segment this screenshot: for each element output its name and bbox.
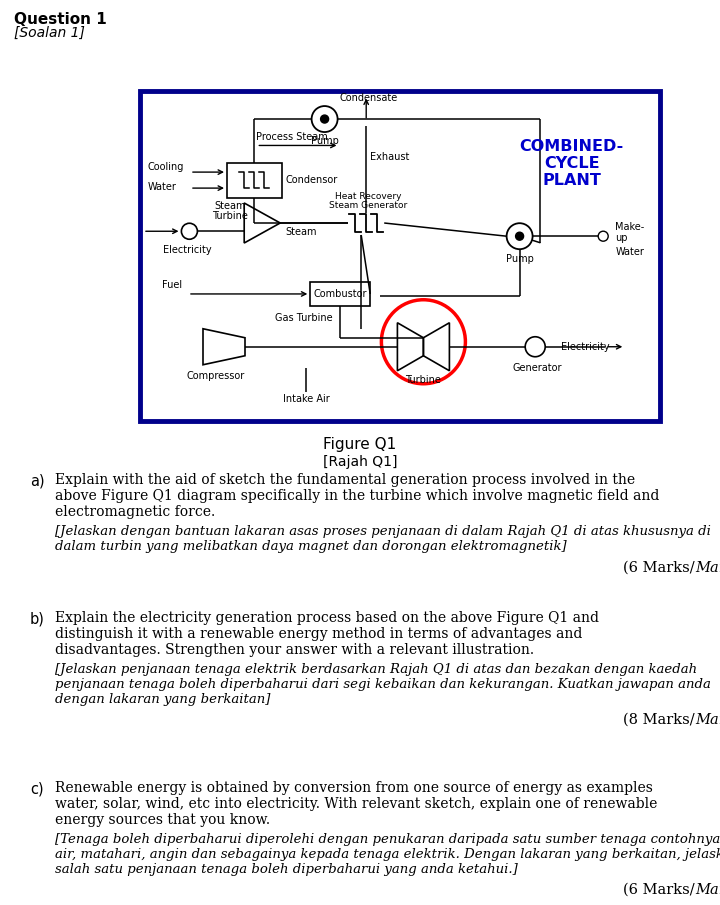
Text: Water: Water <box>148 182 177 192</box>
Text: Intake Air: Intake Air <box>283 394 330 404</box>
Text: Steam Generator: Steam Generator <box>329 201 408 210</box>
Text: Figure Q1: Figure Q1 <box>323 437 397 452</box>
Text: Explain with the aid of sketch the fundamental generation process involved in th: Explain with the aid of sketch the funda… <box>55 473 660 519</box>
Text: Turbine: Turbine <box>212 211 248 221</box>
Text: [Soalan 1]: [Soalan 1] <box>14 26 85 40</box>
Text: (6 Marks/: (6 Marks/ <box>624 561 695 575</box>
Text: Markah): Markah) <box>695 713 720 727</box>
Text: a): a) <box>30 473 45 488</box>
Text: Exhaust: Exhaust <box>370 152 410 162</box>
Text: Combustor: Combustor <box>313 289 367 299</box>
Text: b): b) <box>30 611 45 626</box>
Text: c): c) <box>30 781 44 796</box>
Circle shape <box>320 115 328 123</box>
Bar <box>310 282 370 306</box>
Text: COMBINED-
CYCLE
PLANT: COMBINED- CYCLE PLANT <box>519 138 624 188</box>
Bar <box>140 91 660 421</box>
Circle shape <box>312 106 338 132</box>
Text: [Rajah Q1]: [Rajah Q1] <box>323 455 397 469</box>
Text: Heat Recovery: Heat Recovery <box>335 192 402 201</box>
Text: Process Steam: Process Steam <box>256 132 328 142</box>
Text: Question 1: Question 1 <box>14 12 107 27</box>
Text: Electricity: Electricity <box>561 342 610 352</box>
Text: Gas Turbine: Gas Turbine <box>275 313 333 323</box>
Text: Pump: Pump <box>505 254 534 264</box>
Circle shape <box>525 337 545 357</box>
Text: Water: Water <box>615 247 644 257</box>
Text: Steam: Steam <box>285 227 317 237</box>
Text: Make-: Make- <box>615 223 644 233</box>
Text: Fuel: Fuel <box>162 280 182 290</box>
Text: [Jelaskan dengan bantuan lakaran asas proses penjanaan di dalam Rajah Q1 di atas: [Jelaskan dengan bantuan lakaran asas pr… <box>55 525 711 553</box>
Text: Cooling: Cooling <box>148 162 184 172</box>
Text: Pump: Pump <box>310 136 338 146</box>
Text: Markah): Markah) <box>695 561 720 575</box>
Text: Generator: Generator <box>513 363 562 373</box>
Text: Condensor: Condensor <box>286 175 338 186</box>
Text: [Jelaskan penjanaan tenaga elektrik berdasarkan Rajah Q1 di atas dan bezakan den: [Jelaskan penjanaan tenaga elektrik berd… <box>55 663 711 706</box>
Circle shape <box>516 233 523 240</box>
Circle shape <box>598 231 608 242</box>
Text: (8 Marks/: (8 Marks/ <box>624 713 695 727</box>
Text: [Tenaga boleh diperbaharui diperolehi dengan penukaran daripada satu sumber tena: [Tenaga boleh diperbaharui diperolehi de… <box>55 833 720 876</box>
Text: Compressor: Compressor <box>187 371 245 381</box>
Text: Renewable energy is obtained by conversion from one source of energy as examples: Renewable energy is obtained by conversi… <box>55 781 657 827</box>
Text: (6 Marks/: (6 Marks/ <box>624 883 695 897</box>
Text: Electricity: Electricity <box>163 245 212 255</box>
Circle shape <box>181 224 197 239</box>
Circle shape <box>507 224 533 249</box>
Text: Steam: Steam <box>215 201 246 211</box>
Bar <box>227 163 282 197</box>
Text: Explain the electricity generation process based on the above Figure Q1 and
dist: Explain the electricity generation proce… <box>55 611 599 657</box>
Text: up: up <box>615 233 628 243</box>
Text: Turbine: Turbine <box>405 375 441 385</box>
Text: Markah): Markah) <box>695 883 720 897</box>
Text: Condensate: Condensate <box>340 93 398 103</box>
